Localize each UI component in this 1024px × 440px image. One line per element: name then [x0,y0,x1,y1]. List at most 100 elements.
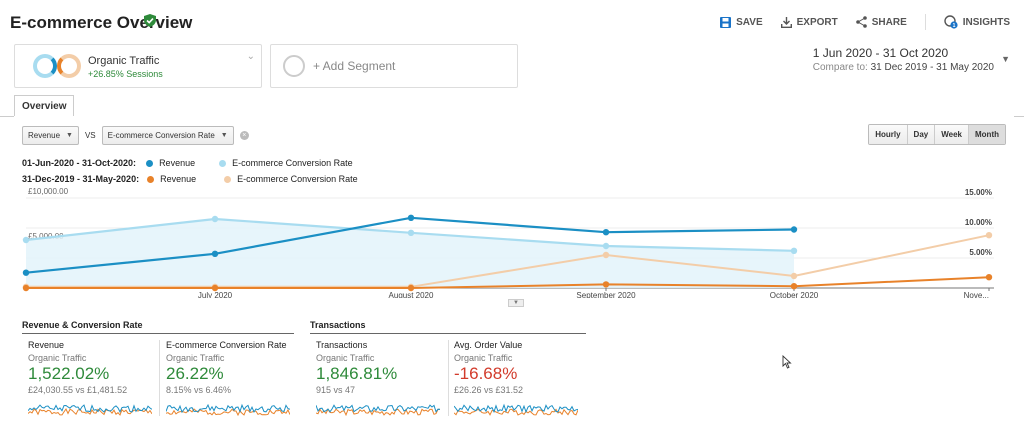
card-compare: 8.15% vs 6.46% [166,385,232,395]
legend-dot-revenue-previous [147,175,155,183]
sparkline [454,403,578,416]
share-icon [855,16,867,28]
card-title: Avg. Order Value [454,340,523,350]
left-axis-tick: £5,000.00 [28,232,64,241]
series-point [22,284,30,292]
metric-card-conversion-rate[interactable]: E-commerce Conversion Rate Organic Traff… [166,340,296,420]
card-value: 26.22% [166,364,224,383]
period-month-button[interactable]: Month [969,125,1005,144]
x-axis-tick: July 2020 [198,291,233,298]
legend-current-label: 01-Jun-2020 - 31-Oct-2020: [22,158,137,168]
metric-card-revenue[interactable]: Revenue Organic Traffic 1,522.02% £24,03… [28,340,154,420]
primary-metric-value: Revenue [28,131,61,140]
save-icon [720,16,732,28]
series-line [26,276,990,289]
compare-label: Compare to: [812,62,868,73]
segment-title: Organic Traffic [88,55,160,67]
legend-previous-label: 31-Dec-2019 - 31-May-2020: [22,174,140,184]
segment-organic-traffic[interactable]: Organic Traffic +26.85% Sessions ⌄ [14,44,262,88]
insights-label: INSIGHTS [962,16,1010,28]
series-point [602,281,610,288]
period-hourly-button[interactable]: Hourly [869,125,908,144]
add-segment-ring-icon [283,55,305,77]
save-button[interactable]: SAVE [720,14,763,30]
series-point [22,269,30,276]
period-week-button[interactable]: Week [935,125,969,144]
series-point [407,214,415,221]
insights-badge: 1 [952,23,955,29]
date-range-picker[interactable]: 1 Jun 2020 - 31 Oct 2020 Compare to: 31 … [813,46,994,73]
insights-button[interactable]: 1 INSIGHTS [944,14,1010,30]
series-point [602,229,610,236]
sparkline [316,404,440,416]
export-button[interactable]: EXPORT [780,14,838,30]
compare-value: 31 Dec 2019 - 31 May 2020 [870,62,994,73]
period-toggle: Hourly Day Week Month [868,124,1006,145]
legend-dot-conversion-previous [224,175,232,183]
tab-overview[interactable]: Overview [14,95,75,118]
sparkline-path [316,404,440,413]
report-actions: SAVE EXPORT SHARE 1 INSIGHTS [720,14,1010,30]
x-axis-tick: October 2020 [770,291,819,298]
sparkline-path [28,404,152,414]
sparkline-path [166,403,290,414]
card-segment: Organic Traffic [166,353,225,363]
primary-metric-select[interactable]: Revenue ▼ [22,126,79,145]
secondary-metric-select[interactable]: E-commerce Conversion Rate ▼ [101,126,234,145]
card-compare: £24,030.55 vs £1,481.52 [28,385,128,395]
date-range-caret-icon[interactable]: ▼ [1001,54,1010,64]
secondary-metric-value: E-commerce Conversion Rate [107,131,215,140]
series-point [985,274,993,281]
series-line [26,234,990,288]
sparkline-path [28,407,152,416]
series-point [407,229,415,236]
legend-previous: 31-Dec-2019 - 31-May-2020: Revenue E-com… [22,174,358,184]
right-axis-tick: 10.00% [965,218,992,227]
export-label: EXPORT [796,16,838,28]
clear-secondary-metric-icon[interactable]: × [239,131,249,140]
segment-chevron-down-icon[interactable]: ⌄ [246,51,255,62]
sparkline [28,404,152,416]
series-point [211,284,219,292]
x-axis-tick: Nove... [964,291,989,298]
card-title: Transactions [316,340,368,350]
card-divider [448,340,449,416]
metric-card-transactions[interactable]: Transactions Organic Traffic 1,846.81% 9… [316,340,442,420]
legend-revenue-current: Revenue [159,158,196,168]
series-point [407,284,415,292]
export-icon [780,16,792,28]
metric-card-avg-order-value[interactable]: Avg. Order Value Organic Traffic -16.68%… [454,340,584,420]
date-range-compare: Compare to: 31 Dec 2019 - 31 May 2020 [813,62,994,73]
legend-dot-revenue-current [146,159,154,167]
legend-dot-conversion-current [219,159,227,167]
series-point [602,251,610,259]
period-day-button[interactable]: Day [907,125,936,144]
segment-ring-current-icon [33,54,57,78]
segment-bar [0,38,1024,94]
series-point [211,215,219,223]
right-axis-tick: 5.00% [969,248,992,257]
tab-strip: Overview [0,95,1024,118]
card-value: 1,522.02% [28,364,110,383]
series-point [790,226,798,233]
share-button[interactable]: SHARE [855,14,907,30]
legend-current: 01-Jun-2020 - 31-Oct-2020: Revenue E-com… [22,158,353,168]
legend-conversion-previous: E-commerce Conversion Rate [237,174,358,184]
series-point [790,272,798,280]
card-compare: 915 vs 47 [316,385,356,395]
overview-panel: Revenue ▼ VS E-commerce Conversion Rate ▼ … [14,116,1014,440]
save-label: SAVE [736,16,763,28]
segment-ring-previous-icon [57,54,81,78]
chevron-down-icon: ▼ [220,132,228,139]
card-title: E-commerce Conversion Rate [166,340,287,350]
card-title: Revenue [28,340,65,350]
card-segment: Organic Traffic [454,353,513,363]
add-segment-label: + Add Segment [313,59,396,73]
card-value: -16.68% [454,364,518,383]
sparkline-path [454,403,578,414]
series-point [602,242,610,250]
page-title: E-commerce Overview [10,13,193,32]
chart-collapse-handle[interactable]: ▼ [508,299,524,307]
add-segment-button[interactable]: + Add Segment [270,44,518,88]
date-range-main: 1 Jun 2020 - 31 Oct 2020 [812,46,949,60]
